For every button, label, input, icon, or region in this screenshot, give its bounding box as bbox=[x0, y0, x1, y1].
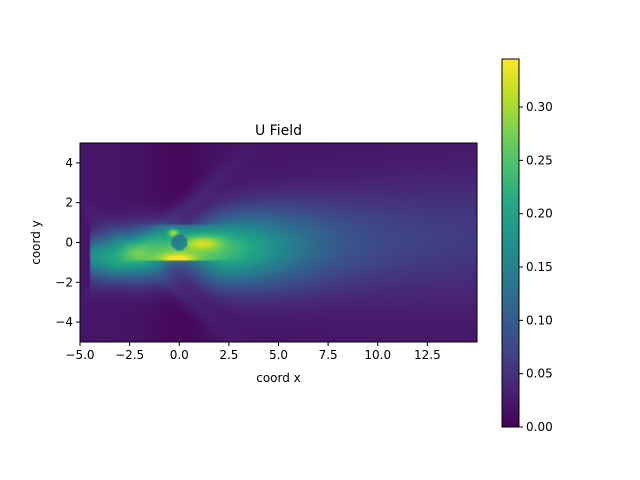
colorbar-tick-label: 0.05 bbox=[526, 367, 553, 381]
colorbar-tick-label: 0.10 bbox=[526, 313, 553, 327]
x-tick-label: −2.5 bbox=[115, 348, 144, 362]
colorbar-gradient bbox=[502, 59, 519, 427]
y-axis-ticks: −4 −2 0 2 4 bbox=[55, 156, 80, 329]
y-axis-label: coord y bbox=[29, 220, 43, 265]
colorbar-tick-label: 0.25 bbox=[526, 153, 553, 167]
x-tick-label: 10.0 bbox=[364, 348, 391, 362]
y-tick-label: −4 bbox=[55, 315, 73, 329]
x-tick-label: 12.5 bbox=[414, 348, 441, 362]
colorbar-tick-label: 0.00 bbox=[526, 420, 553, 434]
colorbar: 0.00 0.05 0.10 0.15 0.20 0.25 0.30 bbox=[501, 58, 553, 434]
colorbar-frame bbox=[501, 58, 520, 428]
chart-title: U Field bbox=[255, 123, 302, 139]
colorbar-tick-label: 0.15 bbox=[526, 260, 553, 274]
colorbar-tick-label: 0.30 bbox=[526, 100, 553, 114]
y-tick-label: 4 bbox=[65, 156, 73, 170]
heatmap-axes: −5.0 −2.5 0.0 2.5 5.0 7.5 10.0 12.5 −4 −2 0 2 4 U F… bbox=[29, 123, 478, 385]
x-axis-ticks: −5.0 −2.5 0.0 2.5 5.0 7.5 10.0 12.5 bbox=[65, 342, 441, 362]
heatmap-image bbox=[80, 143, 477, 342]
y-tick-label: 0 bbox=[65, 236, 73, 250]
y-tick-label: 2 bbox=[65, 196, 73, 210]
colorbar-tick-label: 0.20 bbox=[526, 207, 553, 221]
colorbar-ticks: 0.00 0.05 0.10 0.15 0.20 0.25 0.30 bbox=[519, 100, 553, 434]
x-axis-label: coord x bbox=[256, 371, 301, 385]
x-tick-label: −5.0 bbox=[65, 348, 94, 362]
x-tick-label: 5.0 bbox=[269, 348, 288, 362]
y-tick-label: −2 bbox=[55, 275, 73, 289]
x-tick-label: 0.0 bbox=[170, 348, 189, 362]
x-tick-label: 2.5 bbox=[219, 348, 238, 362]
x-tick-label: 7.5 bbox=[319, 348, 338, 362]
